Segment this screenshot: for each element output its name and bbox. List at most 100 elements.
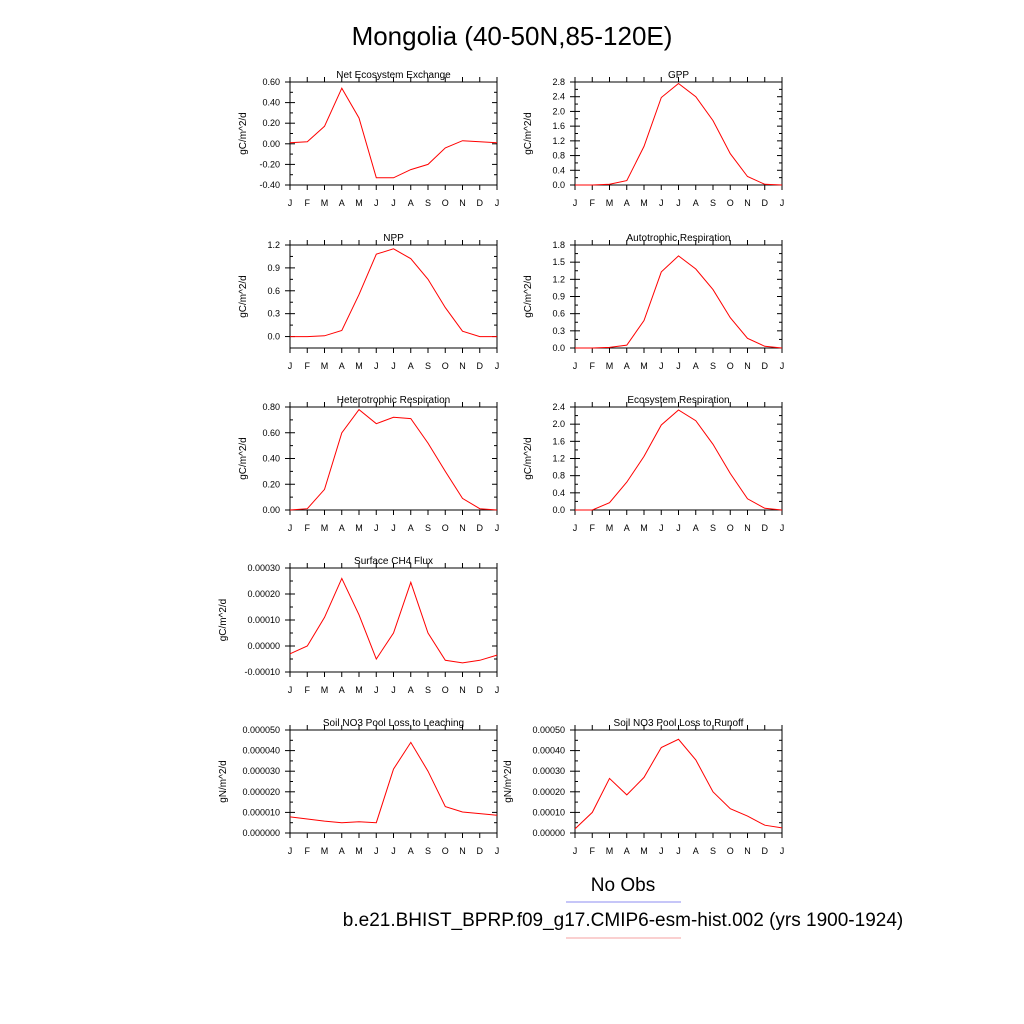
x-tick-label: J xyxy=(495,523,500,533)
x-tick-label: M xyxy=(355,685,363,695)
x-tick-label: M xyxy=(606,523,614,533)
x-tick-label: J xyxy=(288,361,293,371)
y-tick-label: 0.4 xyxy=(552,165,565,175)
x-tick-label: O xyxy=(442,523,449,533)
y-tick-label: 0.00010 xyxy=(532,807,565,817)
y-tick-label: 0.00030 xyxy=(532,766,565,776)
x-tick-label: A xyxy=(693,523,699,533)
x-tick-label: M xyxy=(321,361,329,371)
y-tick-label: 0.40 xyxy=(262,454,280,464)
x-tick-label: S xyxy=(710,523,716,533)
x-tick-label: N xyxy=(744,846,751,856)
plot-frame xyxy=(574,244,783,349)
x-tick-label: D xyxy=(762,846,769,856)
x-tick-label: S xyxy=(425,523,431,533)
legend: No Obs b.e21.BHIST_BPRP.f09_g17.CMIP6-es… xyxy=(343,875,903,939)
x-tick-label: J xyxy=(391,523,396,533)
x-tick-label: J xyxy=(495,198,500,208)
y-tick-label: 1.8 xyxy=(552,240,565,250)
y-tick-label: -0.00010 xyxy=(244,667,280,677)
y-tick-label: 0.000050 xyxy=(242,725,280,735)
panel-5: Heterotrophic Respiration gC/m^2/d 0.00 0.2… xyxy=(238,395,499,533)
x-tick-label: M xyxy=(355,198,363,208)
x-tick-label: D xyxy=(762,198,769,208)
x-tick-label: A xyxy=(339,523,345,533)
x-tick-label: F xyxy=(305,523,311,533)
x-tick-label: M xyxy=(640,361,648,371)
x-tick-label: A xyxy=(339,198,345,208)
y-tick-label: 0.0 xyxy=(552,505,565,515)
y-tick-label: 0.000010 xyxy=(242,807,280,817)
y-tick-label: 0.6 xyxy=(267,286,280,296)
x-tick-label: J xyxy=(288,523,293,533)
x-tick-label: J xyxy=(573,198,578,208)
x-tick-label: A xyxy=(624,523,630,533)
x-tick-label: S xyxy=(425,685,431,695)
y-tick-label: 2.0 xyxy=(552,106,565,116)
x-tick-label: N xyxy=(744,361,751,371)
panel-title: Surface CH4 Flux xyxy=(354,556,433,567)
x-tick-label: A xyxy=(624,198,630,208)
x-tick-label: O xyxy=(442,685,449,695)
plot-frame xyxy=(289,81,498,186)
y-tick-label: 1.2 xyxy=(552,274,565,284)
y-tick-label: 1.6 xyxy=(552,121,565,131)
x-tick-label: J xyxy=(659,523,664,533)
x-tick-label: A xyxy=(624,846,630,856)
x-tick-label: S xyxy=(425,198,431,208)
x-tick-label: J xyxy=(659,198,664,208)
x-tick-label: A xyxy=(408,361,414,371)
x-tick-label: J xyxy=(780,361,785,371)
x-tick-label: D xyxy=(477,523,484,533)
x-tick-label: D xyxy=(477,361,484,371)
x-tick-label: J xyxy=(374,685,379,695)
x-tick-label: A xyxy=(408,523,414,533)
x-tick-label: S xyxy=(425,846,431,856)
y-tick-label: 0.40 xyxy=(262,98,280,108)
x-tick-label: F xyxy=(590,846,596,856)
x-tick-label: J xyxy=(659,361,664,371)
series-line xyxy=(575,255,783,349)
x-tick-label: A xyxy=(339,361,345,371)
x-tick-label: J xyxy=(659,846,664,856)
y-tick-label: 0.00020 xyxy=(532,787,565,797)
y-axis-label: gC/m^2/d xyxy=(523,437,534,480)
y-tick-label: 2.8 xyxy=(552,77,565,87)
x-tick-label: J xyxy=(374,198,379,208)
panel-6: Ecosystem Respiration gC/m^2/d 0.0 0.4 0.8 1.… xyxy=(523,395,784,533)
plot-frame xyxy=(574,81,783,186)
y-tick-label: 0.80 xyxy=(262,402,280,412)
x-tick-label: D xyxy=(762,523,769,533)
x-tick-label: J xyxy=(495,361,500,371)
y-tick-label: 0.00040 xyxy=(532,746,565,756)
x-tick-label: A xyxy=(693,198,699,208)
y-tick-label: 1.2 xyxy=(552,136,565,146)
y-axis-label: gN/m^2/d xyxy=(218,760,229,803)
x-tick-label: D xyxy=(477,685,484,695)
page-title: Mongolia (40-50N,85-120E) xyxy=(352,21,673,51)
plot-frame xyxy=(289,729,498,834)
y-tick-label: 0.60 xyxy=(262,77,280,87)
y-tick-label: 0.00000 xyxy=(247,641,280,651)
series-line xyxy=(289,577,498,664)
x-tick-label: D xyxy=(762,361,769,371)
y-tick-label: 1.5 xyxy=(552,257,565,267)
series-line xyxy=(289,87,498,179)
x-tick-label: M xyxy=(321,685,329,695)
x-tick-label: M xyxy=(640,846,648,856)
y-tick-label: 0.20 xyxy=(262,118,280,128)
x-tick-label: D xyxy=(477,846,484,856)
x-tick-label: M xyxy=(355,523,363,533)
x-tick-label: J xyxy=(573,361,578,371)
x-tick-label: O xyxy=(727,361,734,371)
panel-8: Soil NO3 Pool Loss to Leaching gN/m^2/d 0.… xyxy=(218,718,499,856)
x-tick-label: D xyxy=(477,198,484,208)
y-axis-label: gC/m^2/d xyxy=(238,437,249,480)
x-tick-label: A xyxy=(693,846,699,856)
x-tick-label: J xyxy=(374,846,379,856)
x-tick-label: A xyxy=(408,846,414,856)
x-tick-label: J xyxy=(374,361,379,371)
x-tick-label: S xyxy=(425,361,431,371)
x-tick-label: J xyxy=(288,198,293,208)
